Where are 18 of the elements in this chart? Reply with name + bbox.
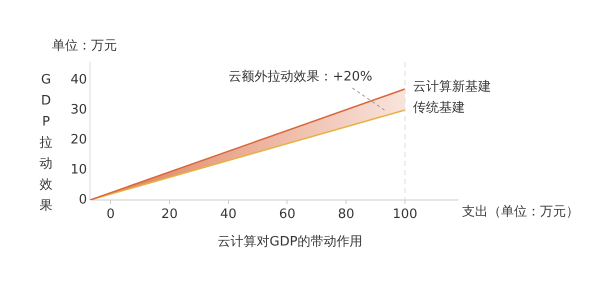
x-tick-label: 100 [392, 207, 418, 222]
x-tick-label: 80 [338, 207, 354, 222]
series-label: 传统基建 [413, 100, 466, 116]
annotation: 云额外拉动效果：+20% [228, 69, 372, 84]
text: 云计算对GDP的带动作用 [218, 234, 362, 250]
x-axis-title: 支出（单位：万元） [462, 204, 579, 220]
series-label: 云计算新基建 [413, 79, 492, 94]
y-tick-label: 0 [78, 192, 87, 208]
y-axis-title: GDP拉动效果 [40, 72, 52, 214]
x-tick-label: 40 [220, 207, 237, 222]
y-tick-label: 30 [70, 102, 87, 118]
x-tick-label: 60 [278, 207, 296, 222]
y-tick-label: 40 [70, 72, 87, 88]
x-tick-label: 20 [161, 207, 178, 222]
text: 单位：万元 [52, 38, 117, 54]
y-tick-label: 20 [70, 132, 87, 148]
x-tick-label: 0 [106, 207, 115, 222]
y-tick-label: 10 [70, 162, 87, 178]
